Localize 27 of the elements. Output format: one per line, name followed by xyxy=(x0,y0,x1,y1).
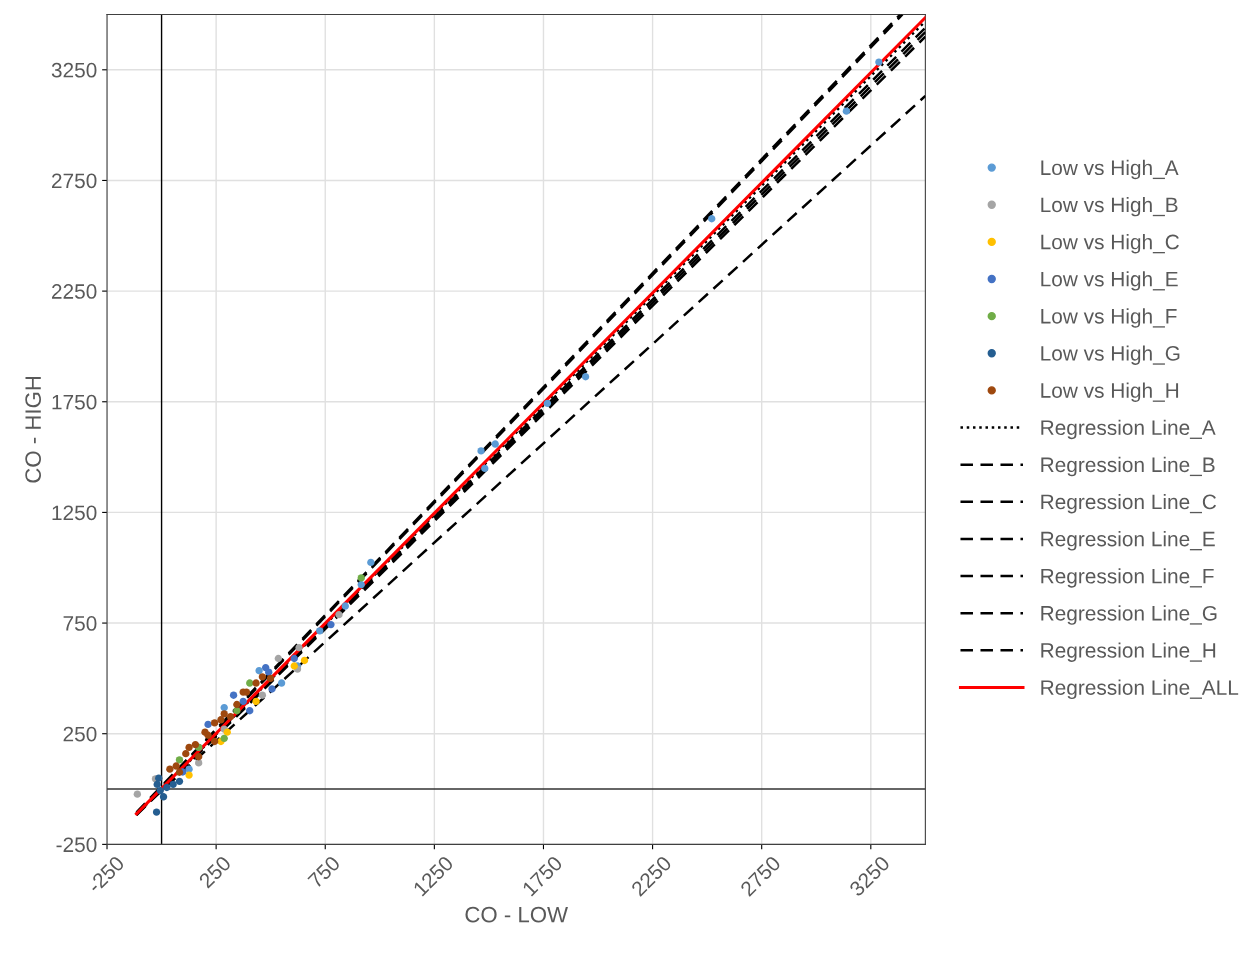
y-tick-label: 1750 xyxy=(52,394,97,410)
y-tick-label: 2250 xyxy=(52,284,97,299)
legend-label: Low vs High_A xyxy=(1041,159,1179,180)
y-tick-label: 2750 xyxy=(52,173,97,189)
y-axis-title: CO - HIGH xyxy=(25,376,41,483)
legend-label: Regression Line_G xyxy=(1041,605,1217,625)
x-tick-label: 750 xyxy=(307,855,341,889)
y-tick-label: -250 xyxy=(56,837,97,853)
legend-label: Regression Line_F xyxy=(1041,568,1214,588)
legend-label: Low vs High_E xyxy=(1041,271,1178,291)
y-tick-label: 750 xyxy=(63,616,97,631)
legend-label: Low vs High_F xyxy=(1041,308,1177,328)
legend-label: Regression Line_B xyxy=(1041,456,1215,477)
legend-label: Regression Line_ALL xyxy=(1041,679,1239,700)
legend-label: Regression Line_H xyxy=(1041,642,1216,662)
y-tick-label: 250 xyxy=(63,726,97,742)
y-tick-label: 3250 xyxy=(51,62,97,78)
x-tick-label: 250 xyxy=(198,855,232,889)
legend-label: Low vs High_G xyxy=(1041,345,1180,365)
x-axis-title: CO - LOW xyxy=(465,906,568,923)
legend-label: Low vs High_B xyxy=(1041,196,1178,217)
legend-label: Regression Line_E xyxy=(1041,531,1215,551)
legend-label: Regression Line_C xyxy=(1041,493,1217,514)
legend-label: Regression Line_A xyxy=(1041,419,1216,440)
legend-label: Low vs High_H xyxy=(1041,382,1179,403)
legend-label: Low vs High_C xyxy=(1041,234,1179,254)
y-tick-label: 1250 xyxy=(52,505,97,521)
